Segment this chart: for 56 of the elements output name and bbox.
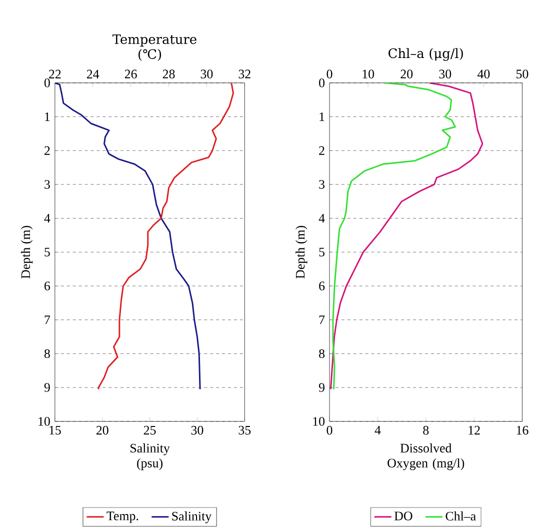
x2-tick-label: 20: [400, 70, 413, 79]
x2-tick-label: 24: [86, 70, 100, 79]
x-axis-title: Dissolved Oxygen (mg/l): [388, 444, 464, 470]
x2-tick-label: 26: [124, 70, 137, 79]
x2-tick-label: 30: [200, 70, 213, 79]
y-tick-label: 7: [44, 316, 50, 324]
y-tick-label: 5: [319, 248, 324, 257]
x-tick-label: 20: [96, 426, 108, 435]
y-tick-label: 10: [38, 417, 50, 426]
y-tick-label: 10: [313, 417, 325, 426]
y-tick-label: 9: [44, 383, 50, 392]
x2-tick-label: 22: [49, 70, 61, 79]
y-tick-label: 4: [44, 214, 50, 223]
x2-tick-label: 40: [477, 70, 490, 79]
x2-tick-label: 32: [238, 70, 250, 79]
y-tick-label: 7: [319, 316, 325, 324]
y-tick-label: 1: [45, 112, 50, 122]
x2-tick-label: 10: [362, 70, 374, 79]
x2-axis-title: Temperature (℃): [112, 34, 196, 62]
legend-label: Temp.: [106, 512, 138, 524]
y-tick-label: 2: [319, 146, 324, 156]
y-tick-label: 0: [319, 78, 325, 88]
y-axis-title: Depth (m): [296, 226, 308, 279]
y-tick-label: 3: [44, 180, 50, 190]
x2-tick-label: 0: [326, 70, 332, 79]
x-tick-label: 12: [468, 426, 480, 435]
legend-label: Chl–a: [446, 512, 476, 521]
y-axis-title: Depth (m): [20, 226, 33, 279]
x-tick-label: 4: [374, 426, 381, 435]
y-tick-label: 4: [318, 214, 325, 223]
line-series: [54, 83, 201, 390]
y-tick-label: 0: [44, 78, 50, 88]
x-tick-label: 30: [191, 426, 204, 435]
x-tick-label: 8: [423, 426, 429, 435]
y-tick-label: 5: [44, 248, 50, 257]
y-tick-label: 1: [320, 112, 324, 122]
y-tick-label: 8: [44, 350, 50, 358]
y-tick-label: 9: [318, 383, 324, 392]
x2-axis-title: Chl–a (μg/l): [388, 48, 463, 62]
x-tick-label: 35: [238, 426, 251, 435]
x-tick-label: 16: [516, 426, 528, 435]
x-tick-label: 15: [50, 426, 61, 435]
y-tick-label: 3: [319, 180, 324, 190]
x-axis-title: Salinity (psu): [130, 444, 170, 470]
y-tick-label: 6: [44, 282, 50, 291]
x2-tick-label: 30: [439, 70, 452, 79]
y-tick-label: 2: [44, 146, 50, 156]
line-series: [330, 83, 484, 390]
x-tick-label: 25: [144, 426, 156, 435]
x-tick-label: 0: [326, 426, 332, 435]
y-tick-label: 8: [319, 350, 325, 358]
legend-label: DO: [394, 512, 412, 521]
x2-tick-label: 28: [162, 70, 175, 79]
x2-tick-label: 50: [516, 70, 528, 79]
legend-label: Salinity: [172, 512, 212, 524]
y-tick-label: 6: [319, 282, 325, 291]
